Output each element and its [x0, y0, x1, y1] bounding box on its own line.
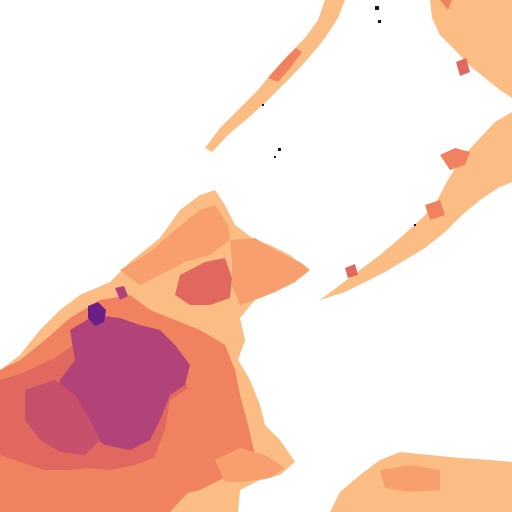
region-small-lake: [88, 302, 106, 326]
marker-point: [274, 156, 276, 158]
island-east-chain-dark: [440, 148, 470, 170]
marker-point: [414, 224, 416, 226]
region-southeast-light: [215, 448, 285, 482]
ink-points: [262, 6, 416, 226]
island-east-chain-dark-2: [345, 264, 358, 278]
marker-point: [278, 148, 281, 151]
island-northeast-spot: [456, 58, 470, 76]
marker-point: [262, 104, 264, 106]
southeast-landmass: [330, 452, 512, 512]
region-core-darker: [55, 315, 190, 450]
region-southeast-coast-mid: [380, 465, 440, 492]
region-east-peninsula: [230, 238, 310, 305]
island-northeast: [430, 0, 512, 98]
region-north-band: [120, 205, 230, 285]
island-east-chain-spot: [425, 200, 445, 220]
region-small-lake-2: [115, 286, 128, 300]
marker-point: [375, 6, 379, 10]
north-islands: [205, 0, 512, 152]
marker-point: [378, 20, 381, 23]
region-northeast-lobe: [175, 258, 232, 305]
mainland-southwest: [0, 190, 310, 512]
east-islands: [320, 112, 512, 300]
region-core-dark: [25, 380, 100, 455]
island-northeast-spot-2: [440, 0, 452, 10]
island-north-ridge-dark: [268, 48, 302, 82]
